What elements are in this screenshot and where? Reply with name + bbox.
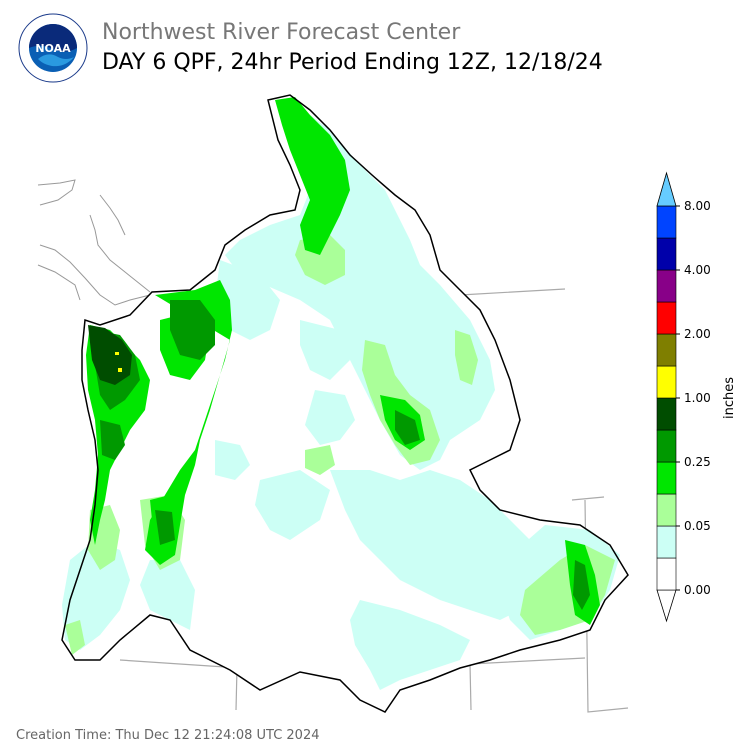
basin-outline <box>61 94 629 713</box>
colorbar-bin <box>656 269 677 303</box>
colorbar-bin <box>656 365 677 399</box>
colorbar-tick-label: 2.00 <box>684 327 711 341</box>
colorbar-unit-label: inches <box>722 377 737 419</box>
colorbar-bin <box>656 461 677 495</box>
creation-time: Creation Time: Thu Dec 12 21:24:08 UTC 2… <box>16 728 320 743</box>
colorbar-bin <box>656 301 677 335</box>
colorbar-max-extension <box>656 171 677 207</box>
colorbar-bin <box>656 237 677 271</box>
colorbar-labels: 0.00 0.05 0.25 1.00 2.00 4.00 8.00 <box>676 199 711 597</box>
agency-title: Northwest River Forecast Center <box>102 20 461 45</box>
colorbar-tick-label: 8.00 <box>684 199 711 213</box>
colorbar-bin <box>656 333 677 367</box>
colorbar-bins <box>656 171 677 623</box>
colorbar-bin <box>656 397 677 431</box>
noaa-logo-text: NOAA <box>35 42 71 55</box>
colorbar-tick-label: 0.25 <box>684 455 711 469</box>
colorbar-tick-label: 1.00 <box>684 391 711 405</box>
colorbar-bin <box>656 429 677 463</box>
coastline <box>37 179 151 306</box>
noaa-logo: NOAA <box>18 13 88 83</box>
colorbar-tick-label: 0.05 <box>684 519 711 533</box>
colorbar-bin <box>656 525 677 559</box>
precip-yellow <box>115 352 122 372</box>
colorbar-tick-label: 0.00 <box>684 583 711 597</box>
colorbar-bin <box>656 557 677 591</box>
precip-light-cyan <box>62 100 620 690</box>
colorbar-bin <box>656 493 677 527</box>
colorbar-tick-label: 4.00 <box>684 263 711 277</box>
colorbar-min-extension <box>656 589 677 623</box>
colorbar-bin <box>656 205 677 239</box>
product-title: DAY 6 QPF, 24hr Period Ending 12Z, 12/18… <box>102 50 603 75</box>
